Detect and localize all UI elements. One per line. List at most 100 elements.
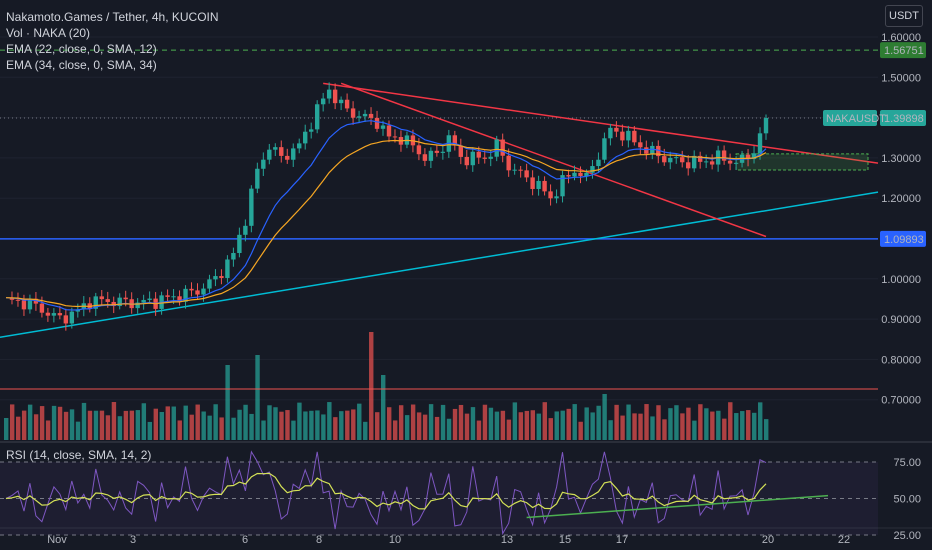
- candle-body: [721, 150, 727, 161]
- ema-fast-legend[interactable]: EMA (22, close, 0, SMA, 12): [6, 42, 157, 56]
- ema-slow-legend[interactable]: EMA (34, close, 0, SMA, 34): [6, 58, 157, 72]
- price-tick-label: 1.50000: [881, 72, 921, 84]
- candle-body: [500, 139, 505, 156]
- level-price-tag-bg: [880, 230, 926, 247]
- symbol-tag-bg: [823, 110, 877, 127]
- candle-body: [697, 155, 703, 162]
- candle-body: [416, 145, 422, 155]
- volume-bar: [363, 421, 368, 440]
- volume-bar: [536, 413, 541, 440]
- candle-body: [590, 166, 595, 173]
- candle-body: [536, 180, 541, 189]
- candlesticks: [9, 82, 769, 331]
- candle-body: [344, 99, 350, 109]
- candle-body: [596, 159, 601, 167]
- ema-lines: [5, 120, 767, 311]
- rsi-line: [5, 450, 767, 536]
- volume-bar: [524, 410, 530, 440]
- candle-body: [751, 153, 757, 160]
- candle-body: [452, 135, 458, 146]
- volume-bar: [578, 421, 583, 440]
- ema-slow-line: [5, 139, 767, 308]
- time-tick-label: 22: [838, 534, 850, 546]
- candle-body: [225, 259, 230, 278]
- volume-bar: [590, 412, 595, 440]
- volume-bar: [81, 402, 87, 440]
- candle-body: [219, 276, 224, 278]
- volume-bar: [171, 406, 176, 440]
- volume-bar: [111, 402, 117, 440]
- volume-bar: [476, 420, 482, 440]
- rsi-trendline: [526, 494, 829, 519]
- volume-bar: [698, 404, 703, 440]
- volume-bar: [392, 420, 398, 440]
- price-tick-label: 1.20000: [881, 193, 921, 205]
- candle-body: [644, 147, 649, 154]
- rsi-legend[interactable]: RSI (14, close, SMA, 14, 2): [6, 448, 152, 462]
- volume-bar: [518, 412, 524, 440]
- target-zone-box: [735, 153, 869, 171]
- candle-body: [195, 290, 200, 295]
- volume-bar: [422, 414, 428, 440]
- time-axis[interactable]: Nov 3 6 8 10 13 15 17 20 22: [47, 534, 850, 546]
- candle-body: [165, 295, 170, 297]
- volume-bar: [33, 414, 39, 440]
- volume-bar: [596, 405, 601, 440]
- volume-bar: [548, 418, 553, 440]
- candle-body: [273, 147, 278, 150]
- volume-bar: [117, 416, 123, 440]
- candle-body: [512, 169, 517, 171]
- price-tick-label: 1.30000: [881, 153, 921, 165]
- price-tick-label: 1.00000: [881, 274, 921, 286]
- time-tick-label: 3: [130, 534, 136, 546]
- candle-body: [763, 118, 769, 134]
- candle-body: [476, 151, 481, 158]
- volume-bar: [345, 410, 350, 440]
- candle-body: [267, 149, 272, 160]
- symbol-tag: NAKAUSDT: [826, 113, 886, 125]
- candle-body: [428, 150, 434, 161]
- volume-bar: [195, 404, 200, 440]
- volume-bar: [15, 416, 21, 440]
- volume-bar: [716, 410, 721, 440]
- volume-bar: [692, 420, 697, 440]
- candle-body: [464, 156, 469, 166]
- volume-bar: [626, 404, 631, 440]
- volume-bar: [297, 402, 302, 440]
- level-price-tag: 1.09893: [884, 234, 924, 246]
- candle-body: [147, 298, 152, 300]
- volume-bar: [662, 419, 667, 440]
- volume-bar: [87, 410, 93, 440]
- volume-bar: [560, 410, 565, 440]
- candle-body: [183, 288, 188, 302]
- volume-bar: [51, 405, 57, 440]
- candle-body: [279, 147, 284, 156]
- candle-body: [572, 172, 577, 177]
- volume-bar: [45, 420, 51, 440]
- candle-body: [566, 175, 571, 177]
- volume-bars: [0, 332, 878, 440]
- volume-bar: [129, 410, 135, 440]
- candle-body: [518, 169, 523, 171]
- volume-bar: [231, 417, 236, 440]
- volume-bar: [440, 404, 446, 440]
- volume-bar: [434, 416, 440, 440]
- price-axis[interactable]: 1.600001.500001.400001.300001.200001.100…: [823, 32, 926, 542]
- volume-bar: [207, 415, 212, 440]
- volume-bar: [410, 404, 416, 440]
- candle-body: [757, 133, 763, 154]
- symbol-title[interactable]: Nakamoto.Games / Tether, 4h, KUCOIN: [6, 10, 219, 24]
- candle-body: [338, 99, 344, 104]
- volume-bar: [746, 410, 751, 440]
- volume-bar: [63, 411, 69, 440]
- volume-legend[interactable]: Vol · NAKA (20): [6, 26, 91, 40]
- volume-bar: [638, 413, 643, 440]
- candle-body: [326, 89, 332, 99]
- candle-body: [578, 172, 583, 176]
- volume-bar: [386, 407, 392, 440]
- candle-body: [602, 138, 607, 160]
- volume-bar: [494, 411, 500, 440]
- currency-button[interactable]: USDT: [885, 5, 923, 27]
- volume-bar: [255, 355, 260, 440]
